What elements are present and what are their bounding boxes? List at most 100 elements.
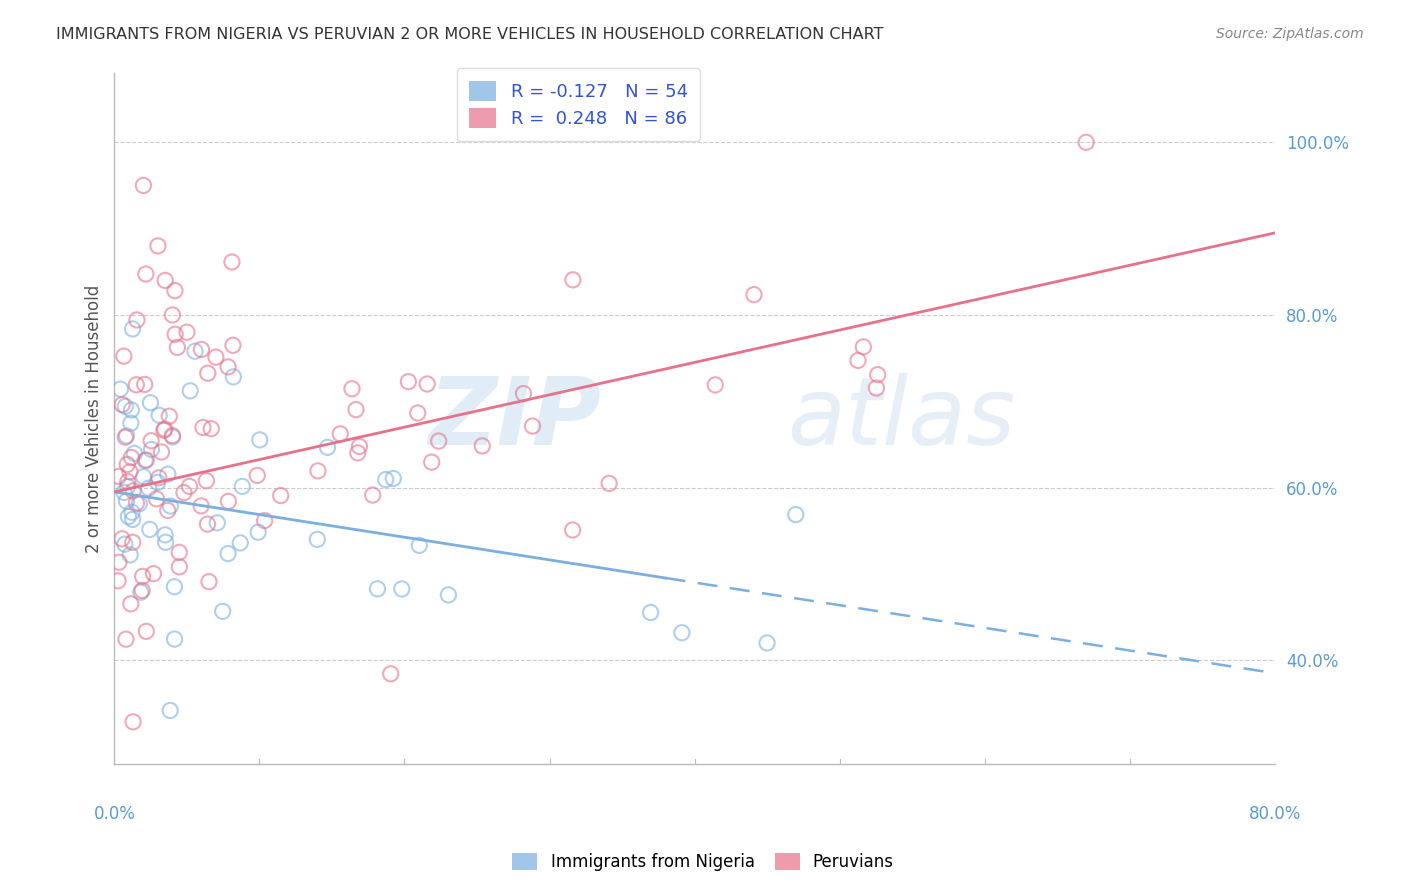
- Point: [162, 428, 184, 442]
- Point: [108, 555, 131, 569]
- Point: [117, 509, 139, 524]
- Point: [163, 284, 186, 298]
- Point: [217, 547, 239, 561]
- Point: [125, 313, 148, 327]
- Point: [134, 453, 156, 467]
- Point: [217, 494, 239, 508]
- Point: [111, 398, 134, 412]
- Point: [138, 481, 160, 495]
- Point: [120, 403, 142, 417]
- Point: [135, 267, 157, 281]
- Point: [120, 597, 142, 611]
- Point: [671, 625, 693, 640]
- Point: [249, 433, 271, 447]
- Point: [139, 395, 162, 409]
- Point: [221, 255, 243, 269]
- Point: [408, 538, 430, 552]
- Point: [111, 532, 134, 546]
- Point: [307, 464, 329, 478]
- Point: [366, 582, 388, 596]
- Point: [166, 340, 188, 354]
- Point: [231, 479, 253, 493]
- Point: [156, 503, 179, 517]
- Point: [115, 494, 138, 508]
- Point: [344, 402, 367, 417]
- Point: [162, 430, 184, 444]
- Point: [198, 574, 221, 589]
- Point: [131, 569, 153, 583]
- Point: [122, 483, 145, 498]
- Point: [349, 439, 371, 453]
- Point: [132, 178, 155, 193]
- Point: [852, 340, 875, 354]
- Text: 0.0%: 0.0%: [93, 805, 135, 823]
- Point: [145, 491, 167, 506]
- Point: [316, 440, 339, 454]
- Text: atlas: atlas: [787, 373, 1015, 464]
- Point: [115, 429, 138, 443]
- Point: [165, 327, 187, 342]
- Point: [222, 338, 245, 352]
- Point: [117, 479, 139, 493]
- Point: [173, 485, 195, 500]
- Point: [190, 343, 212, 357]
- Point: [176, 325, 198, 339]
- Point: [197, 517, 219, 532]
- Point: [866, 368, 889, 382]
- Point: [704, 378, 727, 392]
- Y-axis label: 2 or more Vehicles in Household: 2 or more Vehicles in Household: [86, 285, 103, 553]
- Point: [142, 566, 165, 581]
- Point: [640, 606, 662, 620]
- Point: [112, 485, 135, 500]
- Point: [125, 377, 148, 392]
- Point: [121, 535, 143, 549]
- Point: [437, 588, 460, 602]
- Point: [114, 400, 136, 414]
- Point: [153, 528, 176, 542]
- Point: [121, 512, 143, 526]
- Point: [512, 386, 534, 401]
- Point: [340, 382, 363, 396]
- Point: [522, 419, 544, 434]
- Point: [598, 476, 620, 491]
- Point: [134, 377, 156, 392]
- Point: [329, 426, 352, 441]
- Point: [157, 409, 180, 424]
- Point: [153, 423, 176, 437]
- Point: [120, 450, 142, 465]
- Point: [132, 469, 155, 483]
- Point: [131, 583, 153, 598]
- Point: [135, 624, 157, 639]
- Point: [110, 382, 132, 396]
- Point: [153, 273, 176, 287]
- Point: [391, 582, 413, 596]
- Point: [163, 580, 186, 594]
- Point: [139, 522, 162, 536]
- Point: [159, 703, 181, 717]
- Point: [346, 446, 368, 460]
- Point: [114, 430, 136, 444]
- Point: [785, 508, 807, 522]
- Point: [153, 422, 176, 436]
- Point: [115, 458, 138, 472]
- Point: [169, 559, 191, 574]
- Point: [167, 545, 190, 559]
- Point: [374, 473, 396, 487]
- Point: [561, 273, 583, 287]
- Point: [865, 381, 887, 395]
- Point: [222, 369, 245, 384]
- Point: [117, 475, 139, 489]
- Text: ZIP: ZIP: [429, 373, 602, 465]
- Point: [159, 499, 181, 513]
- Point: [207, 516, 229, 530]
- Point: [121, 322, 143, 336]
- Text: IMMIGRANTS FROM NIGERIA VS PERUVIAN 2 OR MORE VEHICLES IN HOUSEHOLD CORRELATION : IMMIGRANTS FROM NIGERIA VS PERUVIAN 2 OR…: [56, 27, 884, 42]
- Point: [756, 636, 779, 650]
- Point: [156, 467, 179, 482]
- Point: [307, 533, 329, 547]
- Text: 80.0%: 80.0%: [1249, 805, 1301, 823]
- Point: [217, 359, 239, 374]
- Point: [141, 442, 163, 457]
- Point: [184, 344, 207, 359]
- Point: [427, 434, 450, 448]
